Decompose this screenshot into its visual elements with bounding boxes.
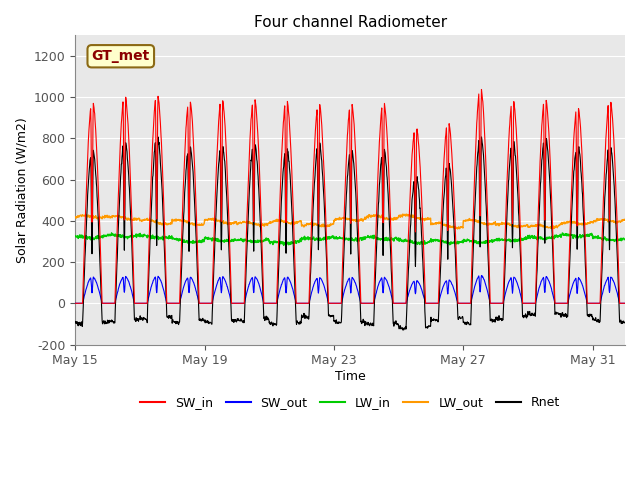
Legend: SW_in, SW_out, LW_in, LW_out, Rnet: SW_in, SW_out, LW_in, LW_out, Rnet	[135, 391, 565, 414]
X-axis label: Time: Time	[335, 370, 365, 383]
Text: GT_met: GT_met	[92, 49, 150, 63]
Y-axis label: Solar Radiation (W/m2): Solar Radiation (W/m2)	[15, 117, 28, 263]
Title: Four channel Radiometer: Four channel Radiometer	[253, 15, 447, 30]
